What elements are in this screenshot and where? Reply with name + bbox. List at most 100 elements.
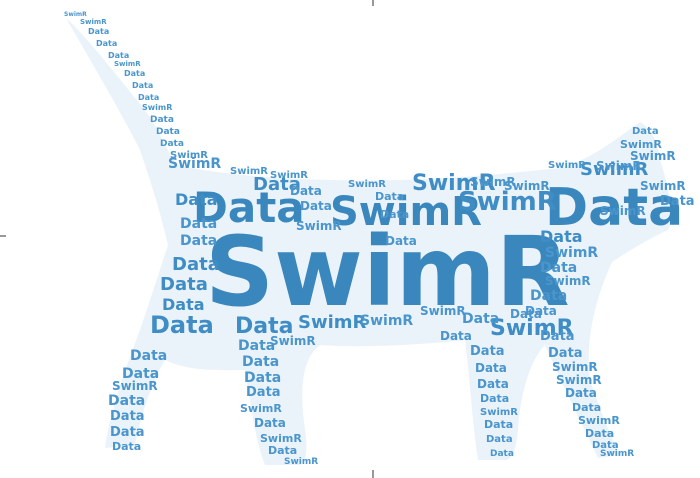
cloud-word-swimr: SwimR (640, 179, 686, 193)
cloud-word-data: Data (540, 329, 575, 344)
cloud-word-data: Data (470, 344, 505, 359)
cloud-word-data: Data (254, 416, 286, 430)
cloud-word-swimr: SwimR (578, 414, 620, 427)
cloud-word-swimr: SwimR (480, 407, 518, 418)
cloud-word-swimr: SwimR (630, 149, 676, 163)
cloud-word-data: Data (130, 348, 167, 364)
cloud-word-data: Data (380, 208, 409, 221)
cloud-word-data: Data (585, 427, 614, 440)
cloud-word-data: Data (300, 199, 332, 213)
cloud-word-data: Data (477, 377, 509, 391)
cloud-word-data: Data (572, 401, 601, 414)
cloud-word-data: Data (565, 386, 597, 400)
cloud-word-swimr: SwimR (412, 171, 496, 196)
cloud-word-data: Data (480, 392, 509, 405)
cloud-word-data: Data (484, 418, 513, 431)
cloud-word-swimr: SwimR (168, 156, 221, 172)
cloud-word-swimr: SwimR (298, 312, 367, 333)
cloud-word-swimr: SwimR (270, 170, 308, 181)
cloud-word-data: Data (510, 307, 542, 321)
cloud-word-data: Data (150, 311, 214, 339)
cloud-word-swimr: SwimR (260, 432, 302, 445)
cloud-word-swimr: SwimR (470, 175, 516, 189)
cloud-word-data: Data (108, 393, 145, 409)
cloud-word-swimr: SwimR (600, 449, 634, 459)
cloud-word-swimr: SwimR (240, 402, 282, 415)
cloud-word-swimr: SwimR (330, 189, 482, 235)
cloud-word-data: Data (238, 338, 275, 354)
cloud-word-data: Data (540, 260, 577, 276)
cloud-word-data: Data (138, 93, 159, 102)
cloud-word-data: Data (110, 409, 145, 424)
cloud-word-swimr: SwimR (490, 316, 574, 341)
cloud-word-data: Data (268, 444, 297, 457)
cloud-word-swimr: SwimR (64, 11, 87, 18)
cloud-word-data: Data (242, 354, 279, 370)
cloud-word-swimr: SwimR (114, 60, 141, 68)
cloud-word-data: Data (486, 434, 513, 445)
cat-silhouette (66, 18, 672, 465)
cloud-word-data: Data (475, 361, 507, 375)
cloud-word-swimr: SwimR (170, 150, 208, 161)
cloud-word-swimr: SwimR (205, 216, 570, 328)
cloud-word-data: Data (124, 69, 145, 78)
cloud-word-swimr: SwimR (270, 334, 316, 348)
cloud-word-data: Data (490, 449, 514, 459)
cloud-word-data: Data (160, 274, 208, 295)
cloud-word-swimr: SwimR (620, 138, 662, 151)
cloud-word-data: Data (132, 81, 153, 90)
cloud-word-data: Data (108, 51, 129, 60)
cloud-word-swimr: SwimR (112, 379, 158, 393)
cloud-word-swimr: SwimR (548, 160, 586, 171)
cloud-word-data: Data (525, 304, 557, 318)
cloud-word-swimr: SwimR (296, 219, 342, 233)
cloud-word-swimr: SwimR (284, 457, 318, 467)
cloud-word-swimr: SwimR (545, 245, 598, 261)
cloud-word-data: Data (122, 366, 159, 382)
cloud-word-data: Data (180, 216, 217, 232)
cloud-word-swimr: SwimR (580, 159, 649, 180)
cloud-word-data: Data (462, 311, 499, 327)
cloud-word-data: Data (540, 227, 583, 246)
cloud-word-data: Data (162, 295, 205, 314)
cloud-word-data: Data (172, 254, 220, 275)
cloud-word-swimr: SwimR (504, 179, 550, 193)
cloud-word-data: Data (160, 139, 184, 149)
cloud-word-swimr: SwimR (545, 274, 591, 288)
cloud-word-data: Data (156, 127, 180, 137)
cloud-word-data: Data (632, 126, 659, 137)
cloud-word-data: Data (592, 440, 619, 451)
cloud-word-data: Data (180, 233, 217, 249)
cloud-word-swimr: SwimR (80, 18, 107, 26)
cloud-word-data: Data (246, 385, 281, 400)
cloud-word-swimr: SwimR (360, 313, 413, 329)
cloud-word-data: Data (235, 314, 293, 339)
cloud-word-data: Data (290, 184, 322, 198)
cloud-word-data: Data (548, 346, 583, 361)
cloud-word-data: Data (545, 178, 683, 238)
cloud-word-data: Data (96, 39, 117, 48)
cloud-word-data: Data (112, 440, 141, 453)
cloud-word-swimr: SwimR (230, 166, 268, 177)
cloud-word-swimr: SwimR (458, 187, 557, 217)
cloud-word-data: Data (253, 174, 301, 195)
cloud-word-data: Data (110, 425, 145, 440)
cloud-word-data: Data (88, 27, 109, 36)
cloud-word-swimr: SwimR (596, 159, 642, 173)
cloud-word-swimr: SwimR (600, 204, 646, 218)
cloud-word-data: Data (175, 190, 218, 209)
cloud-word-data: Data (440, 329, 472, 343)
cloud-word-swimr: SwimR (420, 304, 466, 318)
cloud-word-swimr: SwimR (556, 373, 602, 387)
cloud-word-swimr: SwimR (552, 360, 598, 374)
cloud-word-data: Data (660, 194, 695, 209)
cloud-word-data: Data (193, 183, 305, 232)
cloud-word-swimr: SwimR (348, 179, 386, 190)
cloud-word-data: Data (244, 370, 281, 386)
cloud-word-data: Data (385, 234, 417, 248)
cloud-word-data: Data (150, 115, 174, 125)
cloud-word-data: Data (530, 288, 567, 304)
cloud-word-swimr: SwimR (142, 103, 172, 112)
cloud-word-data: Data (375, 190, 404, 203)
